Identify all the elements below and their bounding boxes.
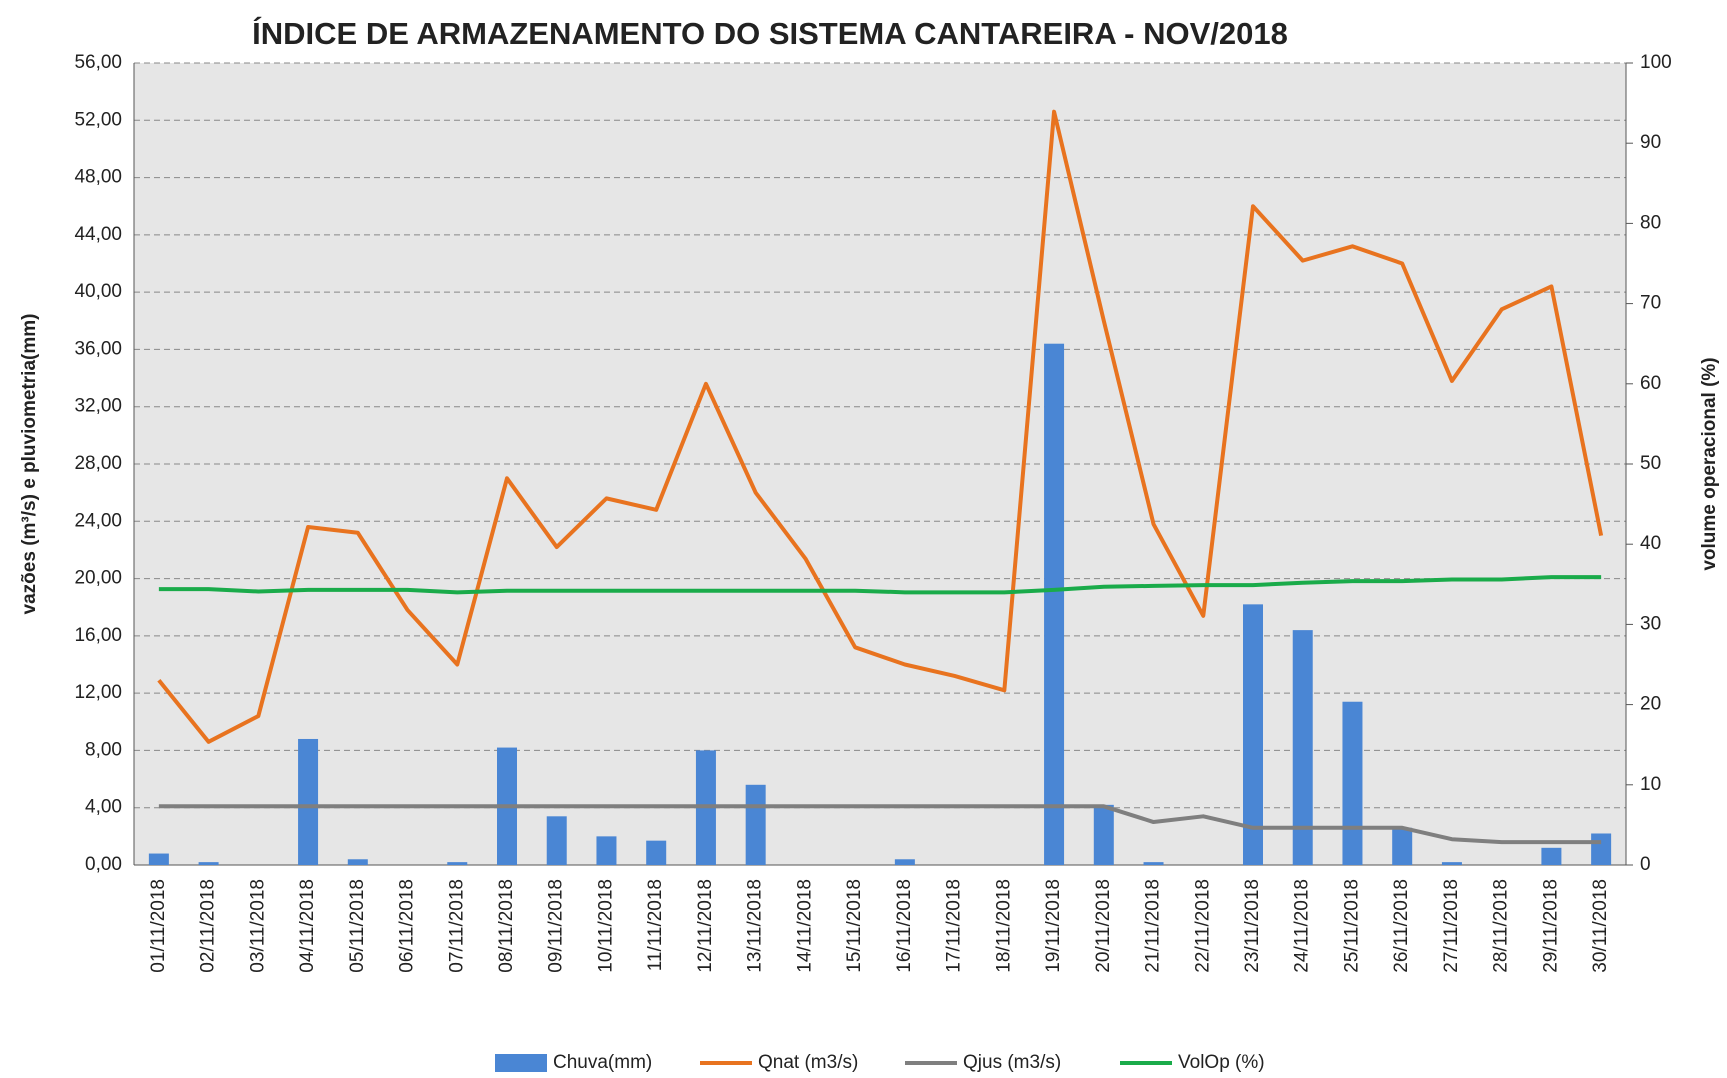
bar	[1342, 701, 1363, 865]
y-tick-label: 56,00	[74, 52, 122, 73]
y2-tick-label: 50	[1640, 453, 1661, 474]
x-tick-label: 15/11/2018	[844, 879, 865, 973]
x-tick-label: 05/11/2018	[347, 879, 368, 973]
y2-axis-title: volume operacional (%)	[1699, 357, 1720, 570]
x-tick-label: 25/11/2018	[1341, 879, 1362, 973]
legend-label: Qjus (m3/s)	[963, 1052, 1061, 1073]
y-tick-label: 44,00	[74, 224, 122, 245]
line	[158, 804, 1602, 845]
x-tick-label: 06/11/2018	[397, 879, 418, 973]
bar	[1093, 804, 1114, 865]
bar	[745, 784, 766, 865]
bar	[1441, 862, 1462, 865]
line	[157, 109, 1604, 744]
bar	[1143, 862, 1164, 865]
y-tick-label: 40,00	[74, 281, 122, 302]
bar	[546, 816, 567, 865]
x-tick-label: 16/11/2018	[894, 879, 915, 973]
y-tick-label: 8,00	[85, 739, 122, 760]
bar	[447, 862, 468, 865]
x-tick-label: 27/11/2018	[1441, 879, 1462, 973]
y2-tick-label: 30	[1640, 613, 1661, 634]
y2-tick-label: 20	[1640, 694, 1661, 715]
line	[158, 575, 1602, 595]
bar	[1044, 343, 1065, 865]
y2-tick-label: 60	[1640, 373, 1661, 394]
y-tick-label: 52,00	[74, 109, 122, 130]
bar	[646, 840, 667, 865]
y-tick-label: 36,00	[74, 338, 122, 359]
x-tick-label: 13/11/2018	[745, 879, 766, 973]
bar	[1541, 847, 1562, 865]
bar	[1591, 833, 1612, 865]
x-tick-label: 24/11/2018	[1292, 879, 1313, 973]
legend-label: Qnat (m3/s)	[758, 1052, 858, 1073]
x-tick-label: 03/11/2018	[247, 879, 268, 973]
y-tick-label: 24,00	[74, 510, 122, 531]
y2-tick-label: 100	[1640, 52, 1672, 73]
x-tick-label: 30/11/2018	[1590, 879, 1611, 973]
x-tick-label: 23/11/2018	[1242, 879, 1263, 973]
bar	[148, 853, 169, 865]
chart-title: ÍNDICE DE ARMAZENAMENTO DO SISTEMA CANTA…	[252, 16, 1288, 51]
y-axis-title: vazões (m³/s) e pluviometria(mm)	[19, 314, 40, 615]
y2-tick-label: 70	[1640, 293, 1661, 314]
bar	[1292, 630, 1313, 865]
y2-tick-label: 40	[1640, 533, 1661, 554]
bar	[1392, 827, 1413, 865]
bar	[198, 862, 219, 865]
y2-tick-label: 90	[1640, 132, 1661, 153]
x-tick-label: 28/11/2018	[1491, 879, 1512, 973]
x-tick-label: 10/11/2018	[595, 879, 616, 973]
bar	[1243, 604, 1263, 865]
y-tick-label: 28,00	[74, 453, 122, 474]
legend-swatch	[495, 1054, 547, 1072]
legend-label: VolOp (%)	[1178, 1052, 1265, 1073]
x-tick-label: 14/11/2018	[794, 879, 815, 973]
y-tick-label: 32,00	[74, 396, 122, 417]
x-tick-label: 12/11/2018	[695, 879, 716, 973]
legend-label: Chuva(mm)	[553, 1052, 652, 1073]
x-tick-label: 29/11/2018	[1540, 879, 1561, 973]
x-tick-label: 26/11/2018	[1391, 879, 1412, 973]
y-tick-label: 12,00	[74, 682, 122, 703]
x-tick-label: 18/11/2018	[993, 879, 1014, 973]
x-tick-label: 11/11/2018	[645, 879, 666, 971]
bar	[596, 836, 617, 865]
x-tick-label: 08/11/2018	[496, 879, 517, 973]
x-tick-label: 07/11/2018	[446, 879, 467, 973]
x-tick-label: 21/11/2018	[1143, 879, 1164, 973]
x-tick-label: 20/11/2018	[1093, 879, 1114, 973]
y-tick-label: 16,00	[74, 625, 122, 646]
y-tick-label: 20,00	[74, 568, 122, 589]
y2-tick-label: 80	[1640, 212, 1661, 233]
y-tick-label: 4,00	[85, 797, 122, 818]
x-tick-label: 01/11/2018	[148, 879, 169, 973]
bar	[347, 859, 368, 865]
y-tick-label: 0,00	[85, 854, 122, 875]
x-tick-label: 02/11/2018	[198, 879, 219, 973]
x-tick-label: 04/11/2018	[297, 879, 318, 973]
x-tick-label: 22/11/2018	[1192, 879, 1213, 973]
y2-tick-label: 0	[1640, 854, 1651, 875]
bar	[894, 859, 915, 865]
y2-tick-label: 10	[1640, 774, 1661, 795]
x-tick-label: 17/11/2018	[944, 879, 965, 973]
bar	[298, 738, 319, 865]
y-tick-label: 48,00	[74, 167, 122, 188]
x-tick-label: 09/11/2018	[546, 879, 567, 973]
x-tick-label: 19/11/2018	[1043, 879, 1064, 973]
